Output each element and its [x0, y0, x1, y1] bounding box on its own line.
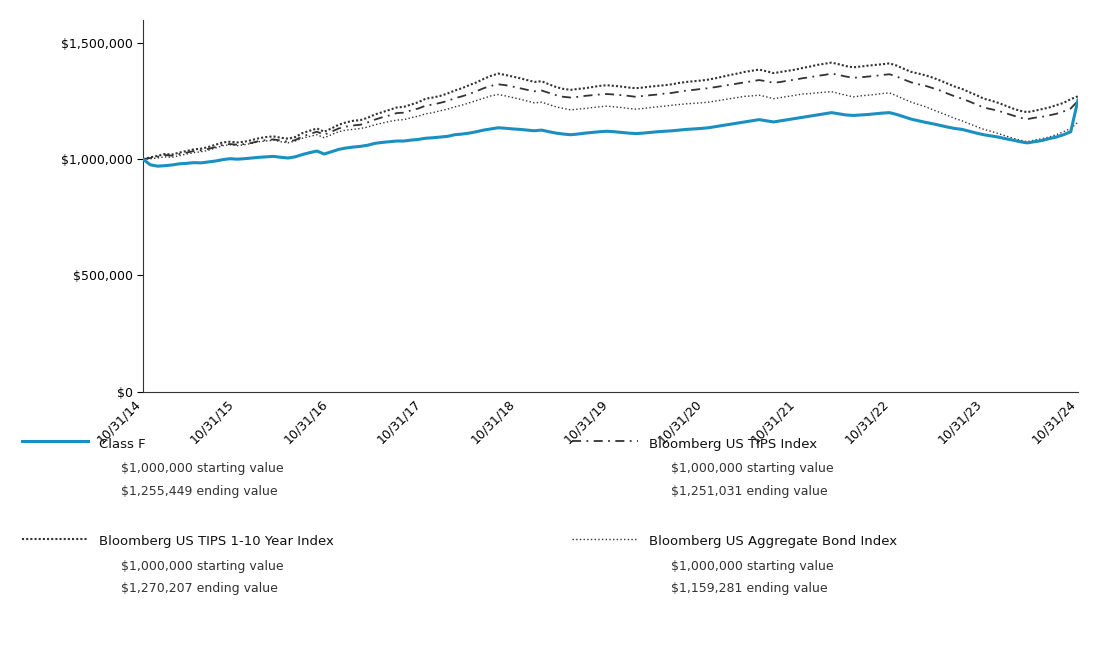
Text: $1,270,207 ending value: $1,270,207 ending value: [121, 582, 278, 596]
Text: $1,000,000 starting value: $1,000,000 starting value: [121, 462, 284, 475]
Text: $1,000,000 starting value: $1,000,000 starting value: [121, 560, 284, 573]
Text: $1,255,449 ending value: $1,255,449 ending value: [121, 485, 277, 498]
Text: $1,159,281 ending value: $1,159,281 ending value: [671, 582, 827, 596]
Text: Class F: Class F: [99, 438, 145, 451]
Text: Bloomberg US TIPS Index: Bloomberg US TIPS Index: [649, 438, 817, 451]
Text: $1,251,031 ending value: $1,251,031 ending value: [671, 485, 827, 498]
Text: $1,000,000 starting value: $1,000,000 starting value: [671, 560, 834, 573]
Text: Bloomberg US Aggregate Bond Index: Bloomberg US Aggregate Bond Index: [649, 535, 898, 549]
Text: Bloomberg US TIPS 1-10 Year Index: Bloomberg US TIPS 1-10 Year Index: [99, 535, 334, 549]
Text: $1,000,000 starting value: $1,000,000 starting value: [671, 462, 834, 475]
